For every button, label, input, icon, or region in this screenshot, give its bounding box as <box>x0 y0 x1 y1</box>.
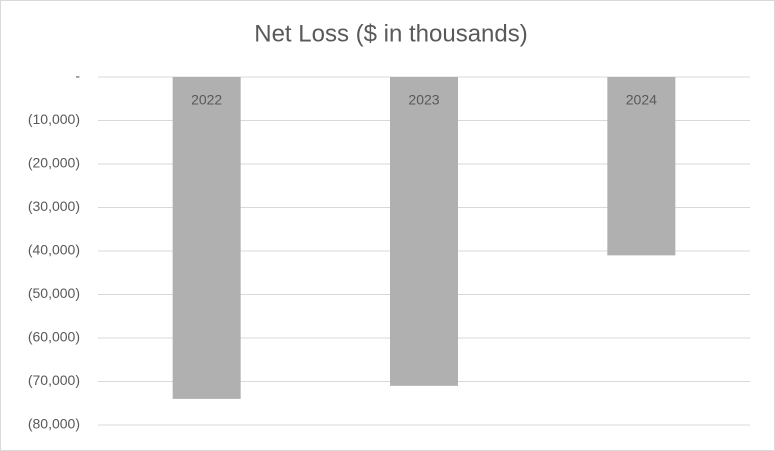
y-tick-label: (10,000) <box>28 111 80 127</box>
bar <box>607 77 676 256</box>
chart-title: Net Loss ($ in thousands) <box>254 20 527 47</box>
y-tick-label: - <box>75 68 80 84</box>
y-tick-label: (80,000) <box>28 416 80 432</box>
y-tick-label: (70,000) <box>28 372 80 388</box>
y-tick-label: (60,000) <box>28 329 80 345</box>
y-tick-label: (20,000) <box>28 155 80 171</box>
bar <box>390 77 458 386</box>
bar <box>172 77 241 399</box>
y-tick-label: (40,000) <box>28 242 80 258</box>
y-tick-label: (50,000) <box>28 285 80 301</box>
category-label: 2023 <box>408 92 439 108</box>
category-label: 2022 <box>191 92 222 108</box>
y-tick-label: (30,000) <box>28 198 80 214</box>
category-label: 2024 <box>626 92 657 108</box>
